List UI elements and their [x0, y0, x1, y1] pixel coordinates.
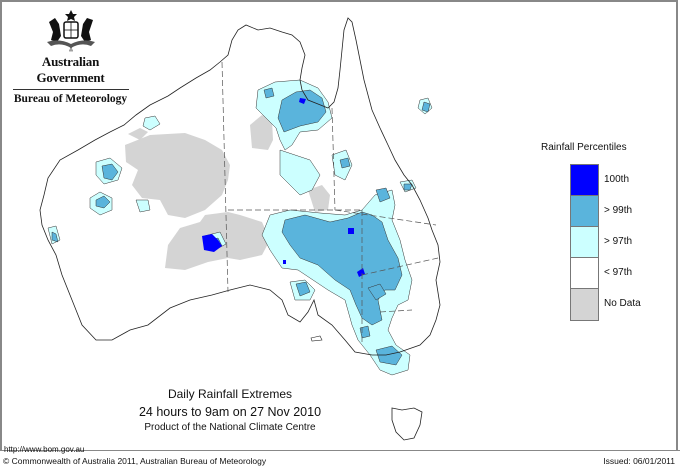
legend-swatch-97th	[571, 227, 598, 258]
coastline-tasmania	[391, 407, 423, 441]
map-product-note: Product of the National Climate Centre	[144, 422, 316, 433]
legend-swatch-100th	[571, 165, 598, 196]
map-title: Daily Rainfall Extremes	[167, 387, 293, 401]
coat-of-arms-icon: ⁂	[46, 10, 95, 52]
legend-label-99th: > 99th	[604, 205, 633, 216]
legend-label-100th: 100th	[604, 174, 630, 185]
map-period: 24 hours to 9am on 27 Nov 2010	[138, 405, 322, 419]
government-logo: ⁂ Australian Government Bureau of Meteor…	[8, 8, 133, 105]
legend-swatches	[570, 164, 599, 321]
island-kangaroo	[310, 335, 323, 342]
rainfall-map	[39, 17, 441, 441]
legend-swatch-below-97th	[571, 258, 598, 289]
legend-label-97th: > 97th	[604, 236, 633, 247]
legend-title: Rainfall Percentiles	[541, 142, 627, 153]
map-frame	[0, 0, 678, 451]
bom-url-link[interactable]: http://www.bom.gov.au	[4, 445, 85, 454]
legend-swatch-99th	[571, 196, 598, 227]
copyright-notice: © Commonwealth of Australia 2011, Austra…	[3, 456, 267, 466]
issued-date: Issued: 06/01/2011	[603, 456, 675, 466]
agency-name: Bureau of Meteorology	[13, 93, 128, 105]
legend-label-no-data: No Data	[604, 298, 641, 309]
p100-regions	[202, 98, 365, 277]
legend-label-below-97th: < 97th	[604, 267, 633, 278]
state-borders	[221, 61, 439, 345]
p99-regions	[51, 87, 431, 366]
frame-divider	[0, 450, 680, 451]
legend-swatch-no-data	[571, 289, 598, 320]
government-name: Australian Government	[36, 54, 105, 85]
coastline-mainland	[39, 17, 441, 356]
svg-text:⁂: ⁂	[69, 47, 73, 52]
logo-divider	[12, 89, 129, 90]
